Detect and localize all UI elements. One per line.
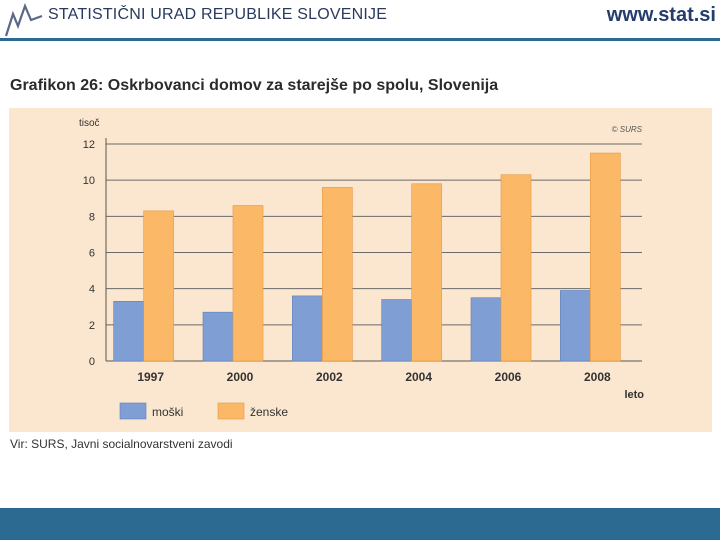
chart-panel: 0 2 4 6 8 10 12 tisoč © SURS 1997 2000 2002 2004 2006… bbox=[9, 108, 712, 432]
bar-moški-2002 bbox=[292, 295, 323, 362]
y-tick-label: 10 bbox=[83, 175, 95, 187]
legend-label-ženske: ženske bbox=[250, 405, 288, 419]
header-divider bbox=[0, 38, 720, 41]
y-tick-label: 6 bbox=[89, 248, 95, 260]
bar-ženske-2008 bbox=[590, 152, 621, 362]
legend-swatch-ženske bbox=[217, 402, 245, 420]
bar-moški-2000 bbox=[202, 311, 234, 362]
bar-moški-1997 bbox=[113, 301, 144, 362]
bar-ženske-2002 bbox=[322, 187, 353, 362]
x-tick-label: 2000 bbox=[227, 370, 254, 384]
y-tick-label: 12 bbox=[83, 139, 95, 151]
bar-ženske-2004 bbox=[411, 183, 442, 362]
footer-bar bbox=[0, 508, 720, 540]
bar-ženske-2006 bbox=[500, 174, 532, 362]
source-note: Vir: SURS, Javni socialnovarstveni zavod… bbox=[10, 437, 233, 451]
x-tick-label: 2004 bbox=[405, 370, 432, 384]
website-url[interactable]: www.stat.si bbox=[606, 4, 716, 26]
y-tick-label: 0 bbox=[89, 356, 95, 368]
bar-moški-2006 bbox=[470, 297, 502, 362]
bar-ženske-2000 bbox=[232, 205, 264, 362]
y-tick-label: 2 bbox=[89, 320, 95, 332]
trend-line-icon bbox=[4, 2, 43, 37]
y-tick-label: 4 bbox=[89, 284, 95, 296]
x-tick-label: 2002 bbox=[316, 370, 343, 384]
legend-label-moški: moški bbox=[152, 405, 183, 419]
y-tick-label: 8 bbox=[89, 211, 95, 223]
y-axis-label: tisoč bbox=[79, 118, 100, 129]
x-axis-label: leto bbox=[624, 389, 644, 401]
header: STATISTIČNI URAD REPUBLIKE SLOVENIJE www… bbox=[0, 0, 720, 42]
bar-moški-2008 bbox=[560, 290, 591, 362]
chart-title: Grafikon 26: Oskrbovanci domov za starej… bbox=[10, 77, 499, 94]
bar-chart: 0 2 4 6 8 10 12 tisoč © SURS 1997 2000 2002 2004 2006… bbox=[79, 118, 644, 420]
x-tick-label: 1997 bbox=[137, 370, 164, 384]
x-tick-label: 2008 bbox=[584, 370, 611, 384]
organization-name: STATISTIČNI URAD REPUBLIKE SLOVENIJE bbox=[48, 6, 388, 23]
watermark-label: © SURS bbox=[612, 125, 643, 134]
bar-ženske-1997 bbox=[143, 210, 174, 362]
legend-swatch-moški bbox=[119, 402, 147, 420]
x-tick-label: 2006 bbox=[495, 370, 522, 384]
bar-moški-2004 bbox=[381, 299, 412, 362]
